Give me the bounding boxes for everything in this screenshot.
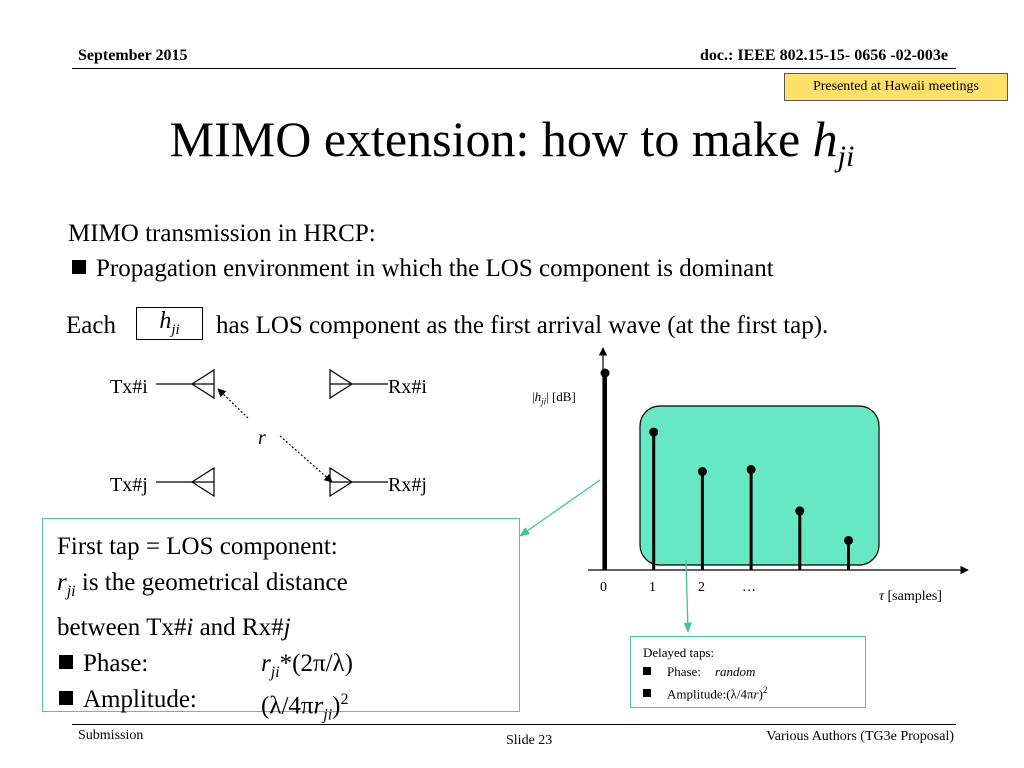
first-tap-line3: between Tx#i and Rx#j <box>57 610 519 646</box>
ft-amp-post: ) <box>332 692 341 720</box>
title-sub: ji <box>837 140 855 173</box>
ft-line3-pre: between Tx# <box>57 614 187 641</box>
delayed-amp-post: ) <box>758 686 763 702</box>
tx-j-label: Tx#j <box>110 474 148 496</box>
first-tap-callout-arrow <box>519 479 601 537</box>
ft-r-sub: ji <box>66 583 76 600</box>
ft-phase-sub: ji <box>270 664 280 681</box>
x-axis-label: τ [samples] <box>879 589 942 605</box>
ylabel-post: | [dB] <box>546 389 576 404</box>
rx-i-antenna-icon <box>329 368 388 400</box>
bullet-square-icon <box>643 689 651 698</box>
each-rest: has LOS component as the first arrival w… <box>216 312 829 339</box>
ft-amp-sub: ji <box>323 706 333 724</box>
ft-line3-i: i <box>186 614 194 641</box>
ft-line3-mid: and Rx# <box>193 614 284 641</box>
bullet-square-icon <box>59 655 73 669</box>
tap-marker-0 <box>600 368 610 378</box>
ft-r: r <box>57 569 67 596</box>
stem-group <box>600 368 853 570</box>
ft-amp-label: Amplitude: <box>83 686 197 713</box>
delayed-phase-value: random <box>714 664 756 679</box>
hji-box-sub: ji <box>171 321 180 338</box>
delayed-amp-label: Amplitude:(λ/4π <box>667 686 754 702</box>
header-doc-id: doc.: IEEE 802.15-15- 0656 -02-003e <box>700 47 948 64</box>
ylabel-sub: ji <box>541 396 547 407</box>
tap-marker-2 <box>697 467 707 476</box>
delayed-amplitude: Amplitude:(λ/4πr)2 <box>643 681 865 703</box>
title-var: h <box>812 111 838 167</box>
ft-line3-j: j <box>283 614 291 641</box>
xlabel-post: [samples] <box>884 589 942 604</box>
x-tick-0: 0 <box>600 580 607 595</box>
r-arrow-up <box>217 388 249 419</box>
first-tap-phase: Phase: rji*(2π/λ) <box>57 646 519 682</box>
bullet1-text: Propagation environment in which the LOS… <box>96 255 774 282</box>
bullet-square-icon <box>59 691 73 705</box>
first-tap-line2: rji is the geometrical distance <box>57 565 519 610</box>
r-label: r <box>258 427 266 449</box>
y-axis-label: |hji| [dB] <box>532 389 576 407</box>
delayed-taps-highlight <box>639 405 880 566</box>
first-tap-box: First tap = LOS component: rji is the ge… <box>42 518 520 723</box>
delayed-amp-r: r <box>753 686 759 702</box>
ft-phase-r: r <box>261 650 271 677</box>
slide-title: MIMO extension: how to make hji <box>0 108 1024 188</box>
ft-amp-formula: (λ/4πrji)2 <box>261 682 348 733</box>
rx-j-label: Rx#j <box>388 474 427 496</box>
delayed-amp-exp: 2 <box>762 685 768 695</box>
tx-j-antenna-icon <box>156 466 215 498</box>
ft-phase-formula: rji*(2π/λ) <box>261 646 353 691</box>
tap-marker-1 <box>649 427 659 437</box>
bullet-square-icon <box>72 260 86 274</box>
header-rule <box>72 68 956 69</box>
tx-i-label: Tx#i <box>110 376 148 398</box>
x-tick-1: 1 <box>649 580 656 595</box>
ft-phase-label: Phase: <box>83 650 149 677</box>
x-tick-2: 2 <box>698 580 705 595</box>
body-bullet1: Propagation environment in which the LOS… <box>72 254 774 284</box>
header-date: September 2015 <box>78 47 188 64</box>
tap-marker-3 <box>746 465 756 475</box>
ft-phase-rest: *(2π/λ) <box>279 650 353 677</box>
ft-amp-exp: 2 <box>340 691 349 708</box>
hji-box: hji <box>136 307 203 340</box>
footer-submission: Submission <box>78 728 144 743</box>
tap-marker-5 <box>844 535 853 545</box>
title-text: MIMO extension: how to make <box>169 111 813 167</box>
delayed-phase-label: Phase: <box>667 664 701 679</box>
tap-marker-4 <box>795 506 805 516</box>
footer-authors: Various Authors (TG3e Proposal) <box>766 729 954 744</box>
tx-i-antenna-icon <box>156 368 215 400</box>
delayed-taps-callout-arrow <box>683 559 692 634</box>
rx-i-label: Rx#i <box>388 376 427 398</box>
delayed-taps-box: Delayed taps: Phase: random Amplitude:(λ/… <box>630 636 866 708</box>
footer-slide-number: Slide 23 <box>506 733 553 748</box>
first-tap-line1: First tap = LOS component: <box>57 533 338 560</box>
footer-rule <box>72 724 956 725</box>
presented-note: Presented at Hawaii meetings <box>784 73 1008 101</box>
first-tap-amplitude: Amplitude: (λ/4πrji)2 <box>57 682 519 723</box>
ft-amp-pre: (λ/4π <box>261 692 314 720</box>
each-label: Each <box>66 312 116 339</box>
ylabel-pre: | <box>532 389 535 404</box>
x-tick-3: … <box>742 580 756 595</box>
ylabel-var: h <box>534 389 542 404</box>
ft-amp-r: r <box>313 692 324 720</box>
body-line1: MIMO transmission in HRCP: <box>68 220 376 247</box>
r-arrow-down <box>279 435 333 483</box>
ft-line2-rest: is the geometrical distance <box>75 569 348 596</box>
delayed-title: Delayed taps: <box>643 645 715 660</box>
hji-box-var: h <box>159 308 172 334</box>
bullet-square-icon <box>643 667 651 675</box>
delayed-phase: Phase: random <box>643 662 865 681</box>
xlabel-var: τ <box>879 589 885 604</box>
